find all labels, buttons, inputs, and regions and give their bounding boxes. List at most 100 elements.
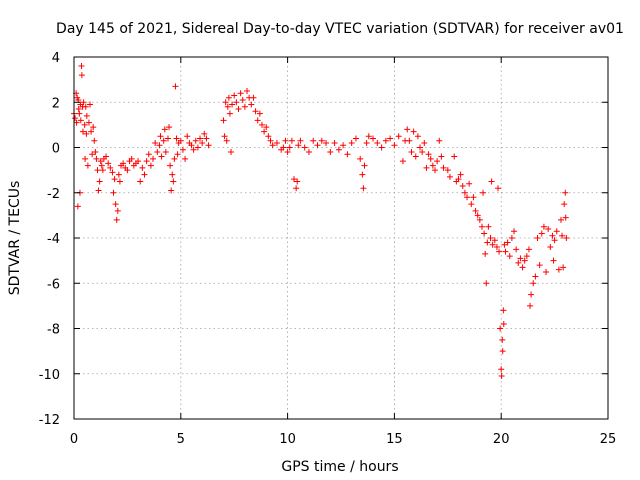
data-point	[504, 239, 511, 246]
data-point	[288, 137, 295, 144]
data-point	[95, 187, 102, 194]
data-point	[222, 99, 229, 106]
data-point	[399, 158, 406, 165]
data-point	[286, 144, 293, 151]
data-point	[158, 153, 165, 160]
data-point	[115, 171, 122, 178]
data-point	[174, 151, 181, 158]
data-point	[197, 135, 204, 142]
data-point	[553, 228, 560, 235]
data-point	[301, 144, 308, 151]
y-tick-label: -10	[39, 368, 60, 383]
data-point	[446, 173, 453, 180]
data-point	[294, 178, 301, 185]
data-point	[150, 155, 157, 162]
data-point	[360, 185, 367, 192]
data-point	[498, 373, 505, 380]
data-point	[177, 137, 184, 144]
data-point	[179, 146, 186, 153]
data-point	[481, 230, 488, 237]
data-point	[331, 139, 338, 146]
data-point	[466, 180, 473, 187]
data-point	[528, 291, 535, 298]
data-point	[451, 153, 458, 160]
data-point	[114, 207, 121, 214]
data-point	[128, 155, 135, 162]
data-point	[540, 223, 547, 230]
data-point	[267, 137, 274, 144]
data-point	[265, 133, 272, 140]
data-point	[78, 63, 85, 70]
data-point	[110, 189, 117, 196]
data-point	[434, 158, 441, 165]
data-point	[538, 230, 545, 237]
data-point	[182, 155, 189, 162]
data-point	[167, 162, 174, 169]
data-point	[116, 178, 123, 185]
data-point	[498, 366, 505, 373]
data-point	[124, 167, 131, 174]
data-point	[436, 137, 443, 144]
data-point	[76, 110, 83, 117]
data-point	[318, 137, 325, 144]
data-point	[92, 149, 99, 156]
data-point	[223, 137, 230, 144]
data-point	[444, 167, 451, 174]
data-point	[508, 235, 515, 241]
data-point	[395, 133, 402, 140]
data-point	[166, 124, 173, 131]
data-point	[188, 142, 195, 149]
data-point	[513, 246, 520, 253]
data-point	[352, 135, 359, 142]
data-point	[190, 146, 197, 153]
data-point	[282, 137, 289, 144]
data-point	[563, 235, 570, 241]
x-tick-label: 15	[386, 432, 403, 447]
data-point	[558, 216, 565, 223]
data-point	[491, 237, 498, 244]
data-point	[414, 133, 421, 140]
data-point	[258, 121, 265, 128]
data-point	[192, 137, 199, 144]
data-point	[410, 128, 417, 135]
data-point	[94, 167, 101, 174]
data-point	[194, 144, 201, 151]
data-point	[90, 124, 97, 131]
data-point	[291, 176, 298, 183]
data-point	[73, 119, 80, 126]
data-point	[497, 325, 504, 332]
data-point	[141, 171, 148, 178]
data-point	[421, 139, 428, 146]
data-point	[139, 164, 146, 171]
data-point	[205, 142, 212, 149]
data-point	[412, 153, 419, 160]
data-point	[425, 151, 432, 158]
data-point	[87, 101, 94, 108]
data-point	[203, 135, 210, 142]
data-point	[344, 151, 351, 158]
data-point	[184, 133, 191, 140]
data-point	[256, 110, 263, 117]
data-point	[235, 106, 242, 113]
data-point	[221, 133, 228, 140]
data-point	[506, 253, 513, 260]
data-point	[263, 124, 270, 131]
data-point	[532, 273, 539, 280]
data-point	[199, 139, 206, 146]
data-point	[171, 155, 178, 162]
data-point	[252, 108, 259, 115]
data-point	[89, 151, 96, 158]
y-tick-label: -2	[47, 187, 60, 202]
data-point	[482, 250, 489, 257]
data-point	[459, 182, 466, 189]
data-point	[293, 185, 300, 192]
data-point	[93, 155, 100, 162]
data-point	[229, 101, 236, 108]
data-point	[173, 135, 180, 142]
data-point	[431, 167, 438, 174]
data-point	[225, 94, 232, 101]
data-point	[340, 142, 347, 149]
chart-title: Day 145 of 2021, Sidereal Day-to-day VTE…	[56, 21, 624, 37]
data-point	[427, 155, 434, 162]
data-point	[231, 92, 238, 99]
